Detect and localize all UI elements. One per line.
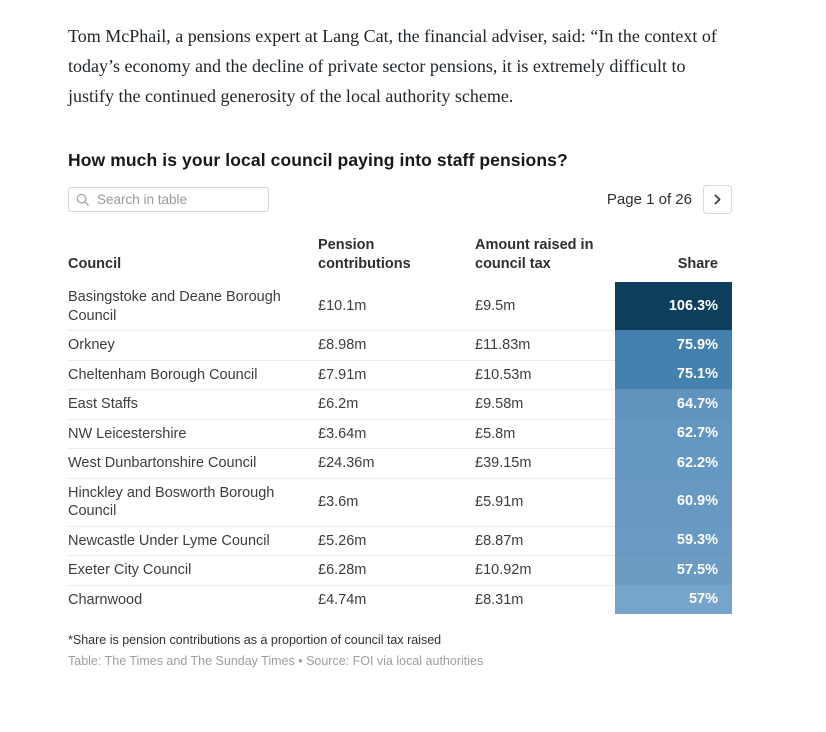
pension-contributions-value: £6.28m (318, 562, 367, 578)
share-cell: 64.7% (615, 389, 732, 419)
council-tax-value: £5.91m (475, 493, 524, 510)
table-row: Charnwood £4.74m £8.31m 57% (68, 584, 732, 614)
table-row: Newcastle Under Lyme Council £5.26m £8.8… (68, 525, 732, 555)
council-name: Exeter City Council (68, 562, 192, 578)
pagination: Page 1 of 26 (607, 185, 732, 214)
data-table: Council Pension contributions Amount rai… (68, 236, 732, 614)
council-name: Newcastle Under Lyme Council (68, 532, 270, 549)
pension-contributions-value: £24.36m (318, 455, 375, 471)
share-cell: 57.5% (615, 555, 732, 585)
col-header-council: Council (68, 256, 122, 272)
council-tax-value: £11.83m (475, 337, 531, 353)
table-row: Exeter City Council £6.28m £10.92m 57.5% (68, 555, 732, 585)
council-name: NW Leicestershire (68, 425, 187, 442)
table-row: Orkney £8.98m £11.83m 75.9% (68, 330, 732, 360)
search-box[interactable] (68, 187, 269, 212)
table-row: Basingstoke and Deane Borough Council £1… (68, 282, 732, 330)
council-tax-value: £8.87m (475, 532, 524, 549)
council-name: Basingstoke and Deane Borough Council (68, 289, 281, 324)
table-controls: Page 1 of 26 (68, 185, 732, 214)
chevron-right-icon (714, 194, 721, 205)
share-cell: 57% (615, 584, 732, 614)
share-cell: 62.2% (615, 448, 732, 478)
table-row: East Staffs £6.2m £9.58m 64.7% (68, 389, 732, 419)
council-name: Cheltenham Borough Council (68, 366, 258, 383)
next-page-button[interactable] (703, 185, 732, 214)
pension-contributions-value: £3.6m (318, 493, 359, 510)
council-tax-value: £9.58m (475, 396, 524, 412)
council-name: West Dunbartonshire Council (68, 455, 257, 471)
share-cell: 106.3% (615, 282, 732, 330)
table-row: Hinckley and Bosworth Borough Council £3… (68, 477, 732, 526)
page-content: Tom McPhail, a pensions expert at Lang C… (68, 0, 732, 668)
council-name: Orkney (68, 337, 115, 353)
council-tax-value: £8.31m (475, 591, 524, 608)
pension-contributions-value: £7.91m (318, 366, 367, 383)
pension-contributions-value: £5.26m (318, 532, 367, 549)
council-tax-value: £10.92m (475, 562, 532, 578)
council-tax-value: £9.5m (475, 298, 516, 315)
table-row: Cheltenham Borough Council £7.91m £10.53… (68, 359, 732, 389)
page-indicator: Page 1 of 26 (606, 191, 692, 208)
table-credit: Table: The Times and The Sunday Times • … (68, 654, 484, 668)
share-cell: 75.9% (615, 330, 732, 360)
pension-contributions-value: £3.64m (318, 425, 367, 442)
table-header-row: Council Pension contributions Amount rai… (68, 236, 732, 283)
pension-contributions-value: £4.74m (318, 591, 367, 608)
share-cell: 75.1% (615, 359, 732, 389)
pension-contributions-value: £10.1m (318, 298, 367, 315)
table-row: NW Leicestershire £3.64m £5.8m 62.7% (68, 418, 732, 448)
article-paragraph: Tom McPhail, a pensions expert at Lang C… (68, 26, 717, 106)
search-input[interactable] (97, 192, 261, 207)
table-title: How much is your local council paying in… (68, 150, 568, 170)
table-row: West Dunbartonshire Council £24.36m £39.… (68, 448, 732, 478)
share-cell: 59.3% (615, 525, 732, 555)
col-header-share: Share (677, 256, 718, 272)
col-header-pension-contributions: Pension contributions (318, 237, 411, 272)
council-tax-value: £39.15m (475, 455, 532, 471)
pension-contributions-value: £8.98m (318, 337, 367, 353)
col-header-council-tax: Amount raised in council tax (475, 237, 594, 272)
share-cell: 60.9% (615, 477, 732, 526)
table-footnote: *Share is pension contributions as a pro… (68, 633, 442, 647)
share-cell: 62.7% (615, 418, 732, 448)
magnifier-icon (76, 193, 90, 206)
council-name: Charnwood (68, 591, 143, 608)
pension-contributions-value: £6.2m (318, 396, 359, 412)
council-tax-value: £10.53m (475, 366, 532, 383)
council-name: Hinckley and Bosworth Borough Council (68, 484, 275, 520)
council-name: East Staffs (68, 396, 138, 412)
council-tax-value: £5.8m (475, 425, 516, 442)
